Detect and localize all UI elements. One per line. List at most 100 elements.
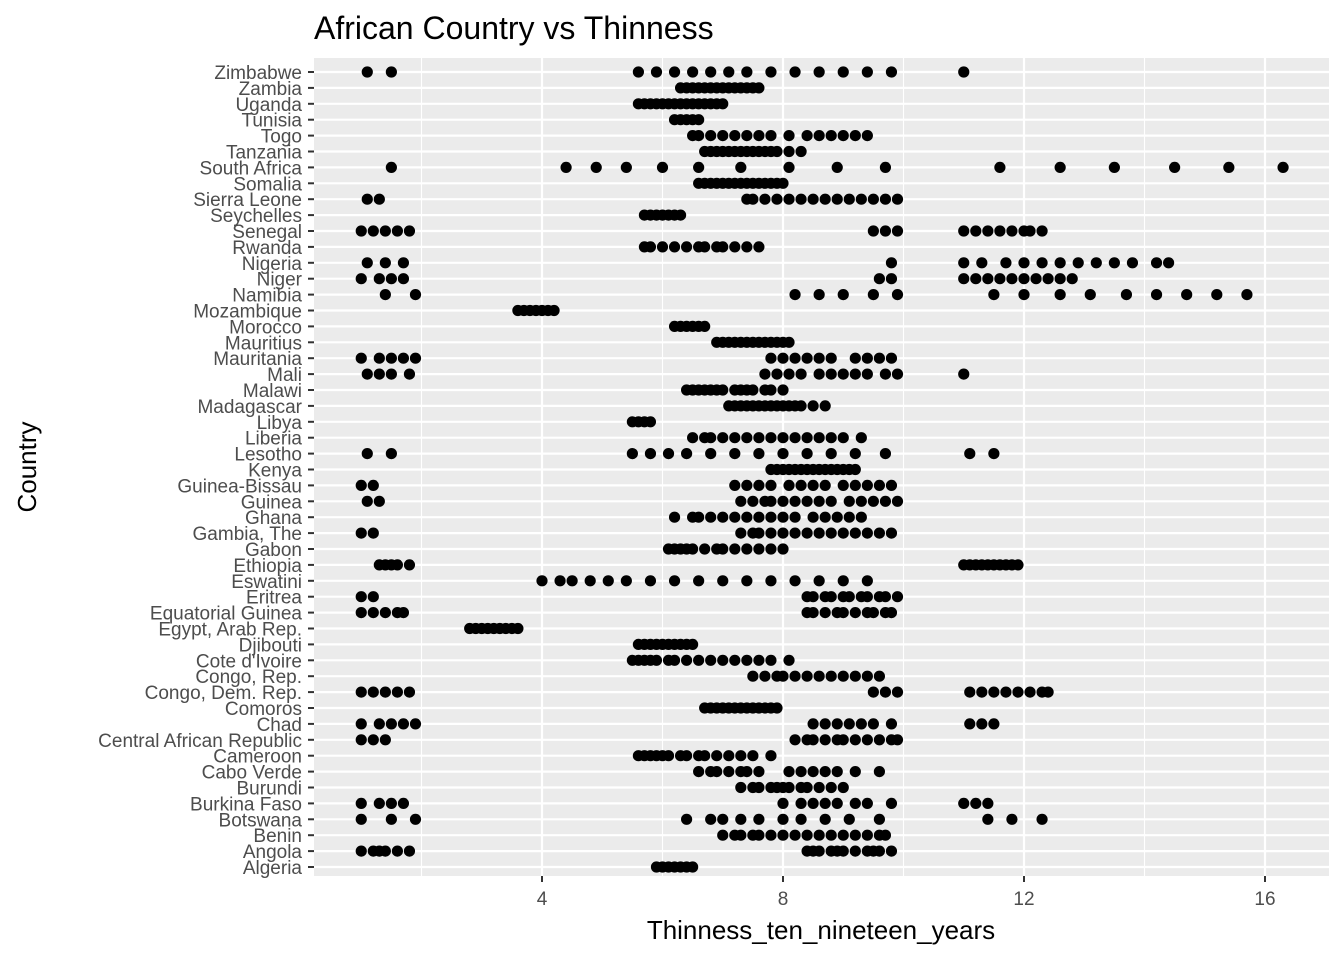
data-point: [644, 448, 657, 460]
data-point: [861, 527, 873, 539]
data-point: [1006, 273, 1018, 285]
data-point: [759, 193, 771, 205]
data-point: [391, 686, 403, 698]
data-point: [373, 718, 385, 730]
data-point: [765, 495, 777, 507]
data-point: [831, 718, 843, 730]
data-point: [397, 352, 410, 364]
data-point: [355, 591, 367, 603]
data-point: [849, 352, 861, 364]
y-tick-label: Zimbabwe: [214, 63, 302, 84]
y-tick-label: Mauritania: [213, 349, 302, 370]
data-point: [1006, 813, 1018, 825]
data-point: [783, 654, 795, 666]
data-point: [819, 718, 831, 730]
data-point: [867, 225, 879, 237]
data-point: [837, 734, 849, 746]
data-point: [385, 368, 397, 380]
data-point: [825, 781, 837, 794]
data-point: [668, 575, 681, 587]
y-tick-label: Tanzania: [226, 143, 302, 164]
data-point: [891, 289, 904, 301]
y-tick-label: Equatorial Guinea: [150, 604, 303, 625]
data-point: [783, 368, 795, 380]
data-point: [367, 591, 379, 603]
data-point: [1036, 257, 1048, 269]
data-point: [512, 622, 524, 635]
data-point: [729, 432, 741, 444]
data-point: [699, 543, 711, 555]
data-point: [879, 686, 892, 698]
data-point: [765, 66, 777, 78]
data-point: [681, 654, 693, 666]
data-point: [813, 495, 825, 507]
y-tick-label: South Africa: [200, 158, 303, 179]
data-point: [861, 591, 873, 603]
data-point: [825, 527, 837, 539]
data-point: [873, 766, 886, 778]
data-point: [1024, 225, 1036, 237]
data-point: [566, 575, 578, 587]
data-point: [801, 781, 813, 794]
data-point: [717, 543, 729, 555]
data-point: [735, 813, 747, 825]
data-point: [687, 638, 699, 651]
data-point: [1054, 273, 1066, 285]
data-point: [1054, 257, 1066, 269]
data-point: [813, 66, 825, 78]
data-point: [867, 607, 879, 619]
data-point: [777, 829, 789, 841]
data-point: [650, 66, 663, 78]
data-point: [1012, 686, 1024, 698]
data-point: [361, 368, 373, 380]
y-tick-label: Mali: [267, 365, 302, 386]
data-point: [849, 463, 861, 476]
data-point: [620, 575, 632, 587]
data-point: [373, 797, 385, 810]
data-point: [662, 448, 675, 460]
data-point: [681, 448, 693, 460]
data-point: [771, 193, 783, 205]
data-point: [849, 479, 861, 491]
data-point: [355, 479, 367, 491]
x-tick-label: 16: [1254, 889, 1275, 910]
data-point: [988, 289, 1000, 301]
data-point: [801, 448, 813, 460]
data-point: [777, 527, 789, 539]
data-point: [801, 670, 813, 682]
data-point: [735, 495, 747, 507]
data-point: [837, 289, 849, 301]
data-point: [837, 829, 849, 841]
data-point: [958, 273, 970, 285]
data-point: [765, 479, 777, 491]
data-point: [765, 130, 777, 142]
y-tick-label: Somalia: [233, 174, 302, 195]
data-point: [819, 511, 831, 523]
data-point: [765, 352, 777, 364]
data-point: [1054, 289, 1066, 301]
data-point: [885, 273, 898, 285]
data-point: [831, 161, 843, 173]
data-point: [777, 352, 789, 364]
data-point: [807, 400, 819, 412]
data-point: [687, 432, 699, 444]
data-point: [783, 479, 795, 491]
y-tick-label: Cameroon: [213, 747, 302, 768]
data-point: [855, 511, 867, 523]
data-point: [819, 400, 831, 412]
data-point: [891, 734, 904, 746]
data-point: [795, 479, 807, 491]
data-point: [843, 813, 855, 825]
data-point: [873, 734, 886, 746]
data-point: [367, 225, 379, 237]
data-point: [711, 750, 723, 762]
y-tick-label: Cote d'Ivoire: [196, 651, 302, 672]
data-point: [879, 448, 892, 460]
data-point: [1150, 289, 1163, 301]
data-point: [982, 273, 994, 285]
data-point: [753, 543, 765, 555]
data-point: [795, 797, 807, 810]
data-point: [1150, 257, 1163, 269]
data-point: [536, 575, 548, 587]
data-point: [976, 686, 988, 698]
